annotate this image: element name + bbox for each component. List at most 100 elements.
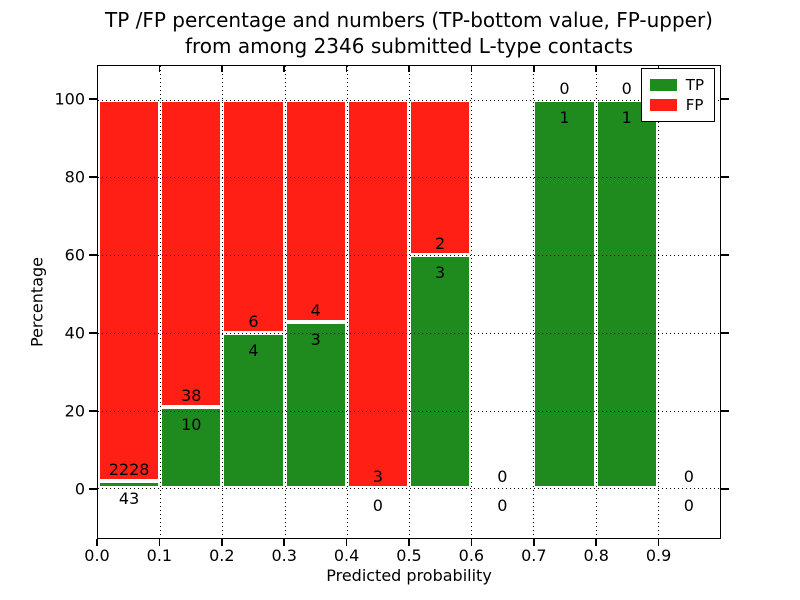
tp-bar-segment (222, 332, 285, 489)
x-tick-label: 0.6 (458, 546, 485, 565)
fp-count-label: 3 (372, 467, 383, 487)
x-tick-mark-top (408, 65, 410, 72)
tp-count-label: 3 (435, 263, 446, 283)
x-tick-label: 0.5 (396, 546, 422, 565)
x-tick-mark-top (283, 65, 285, 72)
y-tick-mark (89, 410, 97, 412)
fp-count-label: 0 (621, 78, 632, 98)
y-tick-label: 20 (64, 401, 85, 421)
y-tick-mark-right (721, 488, 729, 490)
y-tick-mark (89, 176, 97, 178)
fp-count-label: 0 (559, 78, 570, 98)
tp-legend-swatch (649, 79, 677, 91)
fp-count-label: 6 (248, 311, 259, 331)
x-tick-mark (657, 539, 660, 546)
chart-title-line2: from among 2346 submitted L-type contact… (184, 34, 634, 58)
x-tick-mark (158, 539, 161, 546)
y-tick-label: 40 (64, 323, 85, 343)
x-tick-mark-top (533, 65, 535, 72)
tp-bar-segment (284, 321, 347, 489)
y-tick-mark-right (721, 176, 729, 178)
fp-count-label: 38 (181, 386, 202, 406)
plot-area: 2228 43 38 10 6 4 4 3 3 0 2 3 0 0 0 1 0 1 0 0 TP FP (97, 65, 721, 539)
x-tick-label: 0.1 (146, 546, 173, 565)
v-gridline (160, 66, 162, 538)
y-tick-label: 60 (64, 245, 85, 265)
x-tick-mark (345, 539, 348, 546)
v-gridline (222, 66, 224, 538)
fp-legend-swatch (649, 99, 677, 111)
fp-count-label: 2 (435, 234, 446, 254)
fp-count-label: 4 (310, 300, 321, 320)
y-tick-mark-right (721, 332, 729, 334)
x-tick-mark (96, 539, 98, 546)
x-tick-label: 0.9 (645, 546, 672, 565)
fp-count-label: 0 (683, 467, 694, 487)
x-tick-mark-top (345, 65, 348, 72)
tp-count-label: 0 (372, 496, 383, 516)
tp-count-label: 3 (310, 329, 321, 349)
x-tick-mark-top (158, 65, 161, 72)
x-tick-mark-top (470, 65, 473, 72)
legend-item: FP (649, 95, 704, 115)
tp-count-label: 1 (559, 107, 570, 127)
y-tick-label: 80 (64, 167, 85, 187)
x-tick-mark-top (221, 65, 223, 72)
tp-count-label: 43 (118, 488, 140, 508)
v-gridline (284, 66, 286, 538)
x-tick-label: 0.7 (521, 546, 547, 565)
x-tick-label: 0.2 (209, 546, 235, 565)
v-gridline (595, 66, 597, 538)
legend-label: TP (685, 76, 704, 94)
x-tick-label: 0.3 (271, 546, 297, 565)
y-tick-mark-right (721, 410, 729, 412)
y-tick-label: 0 (74, 479, 85, 499)
tp-bar-segment (160, 407, 223, 489)
legend-item: TP (649, 75, 704, 95)
y-tick-mark (89, 488, 97, 490)
y-tick-mark-right (721, 98, 729, 100)
x-axis-label: Predicted probability (326, 566, 492, 585)
chart-title-line1: TP /FP percentage and numbers (TP-bottom… (105, 8, 713, 32)
x-tick-label: 0.4 (333, 546, 360, 565)
fp-bar-segment (98, 99, 161, 481)
y-tick-mark (89, 254, 97, 256)
v-gridline (409, 66, 410, 538)
fp-count-label: 2228 (108, 459, 150, 479)
v-gridline (533, 66, 535, 538)
v-gridline (346, 66, 348, 538)
v-gridline (471, 66, 473, 538)
v-gridline (657, 66, 659, 538)
tp-count-label: 10 (181, 415, 202, 435)
x-tick-label: 0.8 (583, 546, 609, 565)
x-tick-mark (595, 539, 597, 546)
y-tick-mark-right (721, 254, 729, 256)
fp-bar-segment (222, 99, 285, 333)
x-tick-mark-top (595, 65, 597, 72)
fp-bar-segment (160, 99, 223, 408)
tp-bar-segment (595, 99, 658, 489)
x-tick-mark (221, 539, 223, 546)
fp-count-label: 0 (497, 467, 508, 487)
x-tick-mark (533, 539, 535, 546)
x-tick-mark (470, 539, 473, 546)
y-tick-label: 100 (54, 89, 85, 109)
fp-bar-segment (346, 99, 409, 489)
tp-bar-segment (98, 480, 161, 489)
x-tick-label: 0.0 (84, 546, 110, 565)
tp-bar-segment (409, 255, 472, 489)
y-tick-mark (89, 332, 97, 334)
legend: TP FP (640, 68, 715, 122)
x-tick-mark (408, 539, 410, 546)
fp-bar-segment (284, 99, 347, 322)
x-tick-mark (283, 539, 285, 546)
y-tick-mark (89, 98, 97, 100)
chart-title: TP /FP percentage and numbers (TP-bottom… (97, 7, 721, 59)
tp-count-label: 0 (683, 496, 694, 516)
tp-count-label: 1 (621, 107, 632, 127)
tp-count-label: 0 (497, 496, 508, 516)
legend-label: FP (685, 96, 704, 114)
tp-count-label: 4 (248, 340, 259, 360)
tp-bar-segment (533, 99, 596, 489)
